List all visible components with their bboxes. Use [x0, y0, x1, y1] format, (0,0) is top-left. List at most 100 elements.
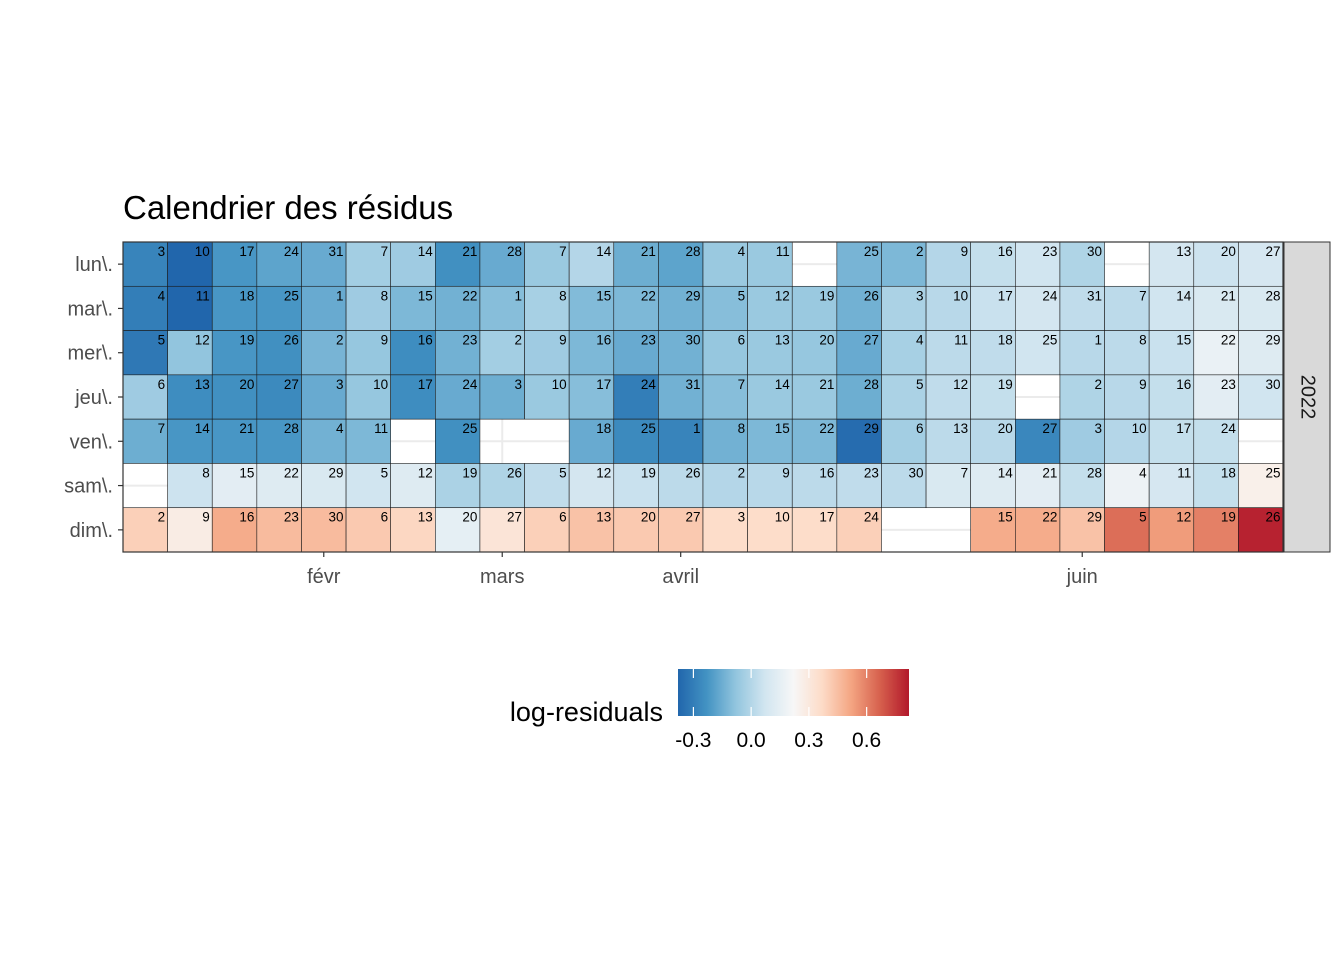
tile-day-label: 19	[998, 377, 1013, 392]
tile-fill	[1193, 418, 1239, 464]
calendar-tile: 30	[881, 463, 927, 509]
tile-day-label: 10	[953, 288, 968, 303]
tile-day-label: 18	[596, 421, 611, 436]
calendar-tile: 25	[1238, 463, 1284, 509]
calendar-tile: 24	[1015, 285, 1061, 331]
tile-fill	[524, 374, 570, 420]
calendar-tile: 16	[568, 330, 615, 376]
calendar-tile: 9	[1104, 374, 1150, 420]
legend-title: log-residuals	[510, 697, 663, 727]
tile-day-label: 4	[916, 333, 924, 348]
tile-day-label: 2	[1095, 377, 1103, 392]
calendar-tile: 7	[702, 374, 748, 420]
tile-day-label: 25	[284, 288, 299, 303]
calendar-tile: 30	[301, 507, 347, 553]
tile-fill	[925, 241, 971, 287]
tile-fill	[970, 285, 1016, 331]
tile-day-label: 11	[954, 333, 968, 348]
calendar-tile: 16	[791, 463, 838, 509]
tile-day-label: 30	[1087, 244, 1102, 259]
calendar-tile: 29	[1238, 330, 1284, 376]
tile-day-label: 20	[1221, 244, 1236, 259]
tile-fill	[1059, 330, 1105, 376]
calendar-tile: 11	[167, 285, 213, 331]
tile-fill	[970, 241, 1016, 287]
tile-fill	[1193, 374, 1239, 420]
tile-fill	[167, 418, 213, 464]
tile-day-label: 14	[596, 244, 612, 259]
calendar-tile: 8	[345, 285, 391, 331]
tile-fill	[1059, 418, 1105, 464]
tile-fill	[881, 374, 927, 420]
tile-fill	[1148, 374, 1195, 420]
y-axis-label: mer\.	[67, 343, 113, 365]
tile-fill	[568, 374, 615, 420]
tile-fill	[613, 374, 659, 420]
tile-fill	[301, 285, 347, 331]
tile-day-label: 28	[284, 421, 299, 436]
tile-fill	[524, 507, 570, 553]
tile-day-label: 19	[239, 333, 254, 348]
calendar-tile: 15	[568, 285, 615, 331]
calendar-tile: 27	[1015, 418, 1061, 464]
tile-fill	[658, 285, 704, 331]
calendar-tile: 19	[613, 463, 659, 509]
tile-fill	[747, 330, 793, 376]
calendar-tile: 22	[435, 285, 481, 331]
calendar-tile: 29	[836, 418, 882, 464]
calendar-tile: 28	[479, 241, 525, 287]
tile-fill	[1104, 285, 1150, 331]
tile-fill	[1238, 330, 1284, 376]
tile-fill	[435, 285, 481, 331]
tile-day-label: 17	[819, 510, 834, 525]
tile-day-label: 16	[239, 510, 254, 525]
calendar-tile: 10	[925, 285, 971, 331]
calendar-tile: 15	[1148, 330, 1195, 376]
calendar-tile: 2	[702, 463, 748, 509]
calendar-tile: 29	[1059, 507, 1105, 553]
tile-fill	[702, 507, 748, 553]
tile-day-label: 5	[158, 333, 166, 348]
tile-fill	[568, 463, 615, 509]
tile-day-label: 29	[1265, 333, 1280, 348]
tile-day-label: 9	[202, 510, 210, 525]
tile-day-label: 17	[998, 288, 1013, 303]
tile-fill	[122, 330, 168, 376]
calendar-tile: 24	[256, 241, 302, 287]
calendar-tile: 27	[1238, 241, 1284, 287]
tile-day-label: 11	[1177, 465, 1191, 480]
calendar-tile: 18	[211, 285, 258, 331]
tile-fill	[613, 507, 659, 553]
tile-fill	[524, 463, 570, 509]
legend-tick-label: -0.3	[675, 729, 711, 752]
calendar-tile: 20	[970, 418, 1016, 464]
calendar-tile: 24	[1193, 418, 1239, 464]
calendar-tile: 2	[479, 330, 525, 376]
tile-day-label: 8	[738, 421, 746, 436]
tile-day-label: 21	[239, 421, 254, 436]
tile-day-label: 29	[864, 421, 879, 436]
tile-day-label: 28	[1087, 465, 1102, 480]
tile-day-label: 28	[507, 244, 522, 259]
tile-day-label: 17	[239, 244, 254, 259]
tile-fill	[479, 241, 525, 287]
tile-day-label: 29	[685, 288, 700, 303]
calendar-tile: 17	[568, 374, 615, 420]
calendar-tile: 16	[970, 241, 1016, 287]
tile-fill	[970, 418, 1016, 464]
tile-day-label: 9	[559, 333, 567, 348]
tile-day-label: 27	[284, 377, 299, 392]
tile-day-label: 17	[596, 377, 611, 392]
tile-day-label: 9	[961, 244, 969, 259]
tile-day-label: 22	[819, 421, 834, 436]
tile-fill	[970, 463, 1016, 509]
calendar-tile: 2	[122, 507, 168, 553]
calendar-tile: 13	[390, 507, 436, 553]
tile-fill	[435, 463, 481, 509]
tile-day-label: 12	[596, 465, 611, 480]
calendar-tile: 20	[791, 330, 838, 376]
tile-fill	[568, 285, 615, 331]
tile-day-label: 6	[738, 333, 746, 348]
tile-fill	[301, 374, 347, 420]
